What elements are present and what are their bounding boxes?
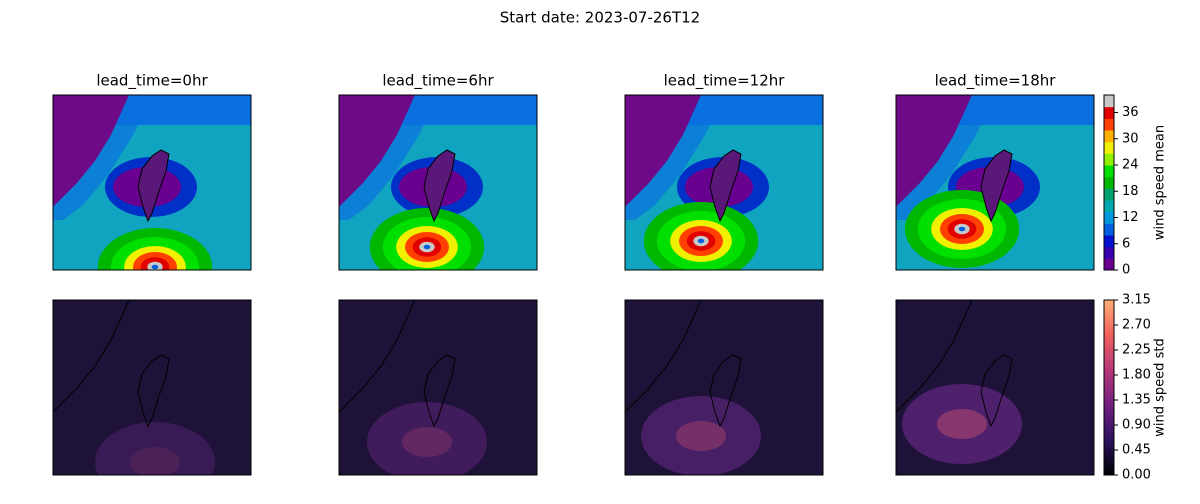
spread-glow (641, 396, 761, 475)
map-panel (625, 95, 823, 270)
storm-ring (423, 244, 431, 250)
colorbar-tick-label: 0.45 (1122, 443, 1151, 458)
storm-ring (151, 264, 159, 270)
colorbar-tick-label: 1.80 (1122, 368, 1151, 383)
colorbar-tick-label: 0.90 (1122, 418, 1151, 433)
island (980, 149, 1013, 223)
panel-title: lead_time=6hr (382, 72, 494, 91)
coast-band (53, 95, 153, 220)
colorbar-tick-label: 30 (1122, 131, 1139, 146)
colorbar-tick-label: 0.00 (1122, 468, 1151, 483)
island (423, 149, 456, 223)
map-panel (896, 300, 1094, 475)
map-panel (625, 300, 823, 475)
island (709, 149, 742, 223)
colorbar-label: wind speed std (1153, 338, 1168, 436)
colorbar-band (1104, 153, 1114, 166)
coast-band (339, 95, 439, 220)
map-panel (896, 95, 1094, 270)
storm-ring (958, 226, 966, 232)
colorbar-tick-label: 12 (1122, 210, 1139, 225)
spread-core (937, 409, 987, 439)
colorbar-band (1104, 188, 1114, 201)
panel-title: lead_time=12hr (664, 72, 786, 91)
colorbar-band (1104, 235, 1114, 248)
colorbar-band (1104, 176, 1114, 189)
island (980, 354, 1013, 428)
panel-frame (52, 299, 252, 476)
colorbar-tick-label: 24 (1122, 158, 1139, 173)
island (423, 354, 456, 428)
map-panel (53, 300, 251, 475)
figure-title: Start date: 2023-07-26T12 (500, 9, 700, 27)
colorbar-tick-label: 1.35 (1122, 393, 1151, 408)
colorbar-band (1104, 223, 1114, 236)
panel-frame (52, 94, 252, 271)
panel-frame (338, 299, 538, 476)
coast-band (625, 95, 725, 220)
coastline (896, 300, 973, 413)
colorbar-frame (1103, 299, 1115, 476)
spread-glow (367, 402, 487, 475)
panel-title: lead_time=0hr (96, 72, 208, 91)
colorbar-band (1104, 141, 1114, 154)
colorbar-band (1104, 106, 1114, 119)
island (137, 354, 170, 428)
colorbar-band (1104, 130, 1114, 143)
map-panel (339, 95, 537, 270)
colorbar-frame (1103, 94, 1115, 271)
storm-ring (697, 238, 705, 244)
colorbar-band (1104, 258, 1114, 271)
colorbar-label: wind speed mean (1153, 125, 1168, 240)
colorbar-tick-label: 3.15 (1122, 293, 1151, 308)
colorbar-tick-label: 6 (1122, 236, 1130, 251)
colorbar-tick-label: 36 (1122, 105, 1139, 120)
coast-band (896, 95, 996, 220)
land (896, 95, 972, 207)
colorbar-band (1104, 118, 1114, 131)
sea (339, 300, 537, 475)
panel-frame (895, 299, 1095, 476)
map-panel (339, 300, 537, 475)
island (709, 354, 742, 428)
spread-core (402, 427, 452, 457)
coastline (339, 300, 416, 413)
island (137, 149, 170, 223)
colorbar-band (1104, 165, 1114, 178)
land (339, 95, 415, 207)
land (53, 95, 129, 207)
map-panel (53, 95, 251, 270)
colorbar-gradient (1104, 300, 1114, 475)
colorbar-band (1104, 95, 1114, 108)
colorbar-tick-label: 2.70 (1122, 318, 1151, 333)
spread-core (676, 421, 726, 451)
colorbar-tick-label: 2.25 (1122, 343, 1151, 358)
land (625, 95, 701, 207)
panel-frame (624, 299, 824, 476)
panel-title: lead_time=18hr (935, 72, 1057, 91)
panel-frame (895, 94, 1095, 271)
spread-glow (95, 422, 215, 475)
colorbar-band (1104, 211, 1114, 224)
colorbar-tick-label: 0 (1122, 263, 1130, 278)
coastline (53, 300, 130, 413)
panel-frame (624, 94, 824, 271)
colorbar-band (1104, 200, 1114, 213)
spread-core (130, 447, 180, 475)
sea (53, 300, 251, 475)
coastline (625, 300, 702, 413)
colorbar-band (1104, 246, 1114, 259)
panel-frame (338, 94, 538, 271)
colorbar-tick-label: 18 (1122, 184, 1139, 199)
